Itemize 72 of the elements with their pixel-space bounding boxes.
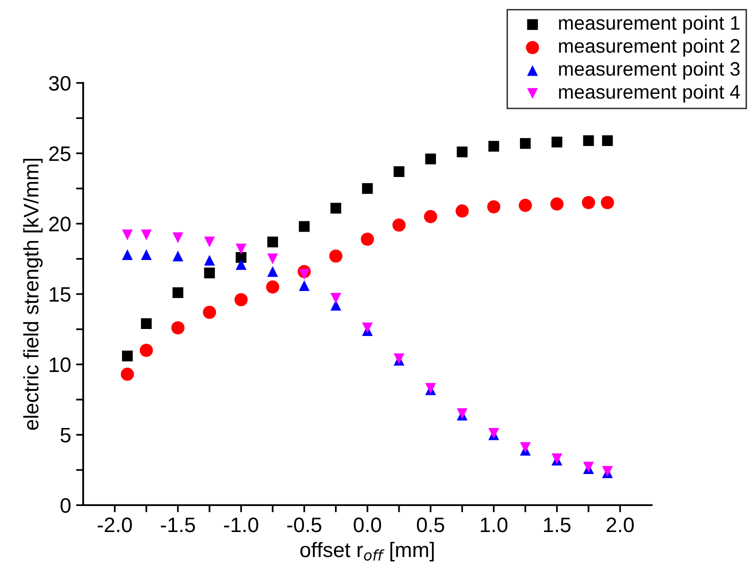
point: [487, 200, 500, 214]
legend-label: measurement point 4: [559, 84, 740, 103]
point: [140, 249, 152, 260]
point: [330, 292, 342, 304]
point: [122, 230, 133, 240]
x-tick-label: 1.5: [544, 518, 571, 532]
point: [122, 350, 133, 362]
point: [202, 306, 216, 319]
x-tick-label: -1.0: [224, 518, 258, 532]
point: [266, 280, 280, 294]
point: [171, 321, 184, 334]
y-axis-title: electric field strength [kV/mm]: [23, 158, 43, 430]
point: [204, 236, 215, 248]
x-tick-label: -0.5: [287, 518, 322, 532]
y-tick-label: 15: [50, 287, 70, 302]
y-tick-label: 5: [60, 428, 70, 443]
point: [362, 183, 373, 194]
point: [204, 254, 215, 266]
point: [425, 154, 436, 164]
point: [424, 210, 438, 224]
point: [267, 266, 278, 277]
point: [120, 368, 134, 381]
legend-label: measurement point 1: [559, 16, 740, 34]
legend-label: measurement point 2: [559, 38, 740, 57]
point: [236, 259, 246, 270]
point: [488, 140, 500, 152]
point: [583, 135, 594, 146]
point: [582, 196, 596, 210]
point: [298, 221, 310, 232]
point: [234, 293, 248, 306]
legend-label: measurement point 3: [559, 62, 740, 80]
x-tick-label: -1.5: [160, 518, 195, 532]
point: [140, 344, 153, 357]
y-tick-label: 30: [48, 76, 71, 91]
point: [520, 138, 531, 149]
point: [552, 136, 562, 148]
point: [360, 232, 374, 246]
point: [362, 322, 373, 334]
x-tick-label: 2.0: [606, 518, 634, 532]
x-tick-label: 0.5: [416, 518, 444, 532]
point: [267, 236, 278, 248]
point: [172, 250, 184, 262]
point: [236, 252, 246, 263]
point: [600, 196, 614, 210]
point: [298, 268, 310, 280]
point: [392, 218, 406, 232]
point: [140, 318, 152, 329]
point: [267, 253, 278, 264]
point: [550, 197, 564, 211]
x-tick-label: 0.0: [354, 518, 382, 532]
point: [518, 198, 532, 212]
x-tick-label: -2.0: [98, 518, 132, 532]
point: [172, 287, 184, 298]
point: [172, 232, 184, 244]
y-tick-label: 25: [49, 146, 70, 162]
point: [456, 204, 469, 218]
y-tick-label: 0: [60, 498, 71, 513]
point: [456, 146, 468, 158]
point: [298, 280, 310, 291]
x-tick-label: 1.0: [480, 518, 508, 532]
point: [140, 230, 152, 240]
point: [602, 135, 613, 146]
y-tick-label: 20: [49, 216, 71, 232]
point: [394, 166, 404, 177]
point: [330, 202, 342, 214]
point: [520, 442, 531, 453]
y-tick-label: 10: [50, 357, 71, 372]
point: [329, 249, 342, 263]
x-axis-title: offset r$_{off}$ [mm]: [300, 542, 434, 562]
point: [122, 249, 133, 260]
point: [236, 244, 246, 254]
point: [204, 268, 215, 278]
